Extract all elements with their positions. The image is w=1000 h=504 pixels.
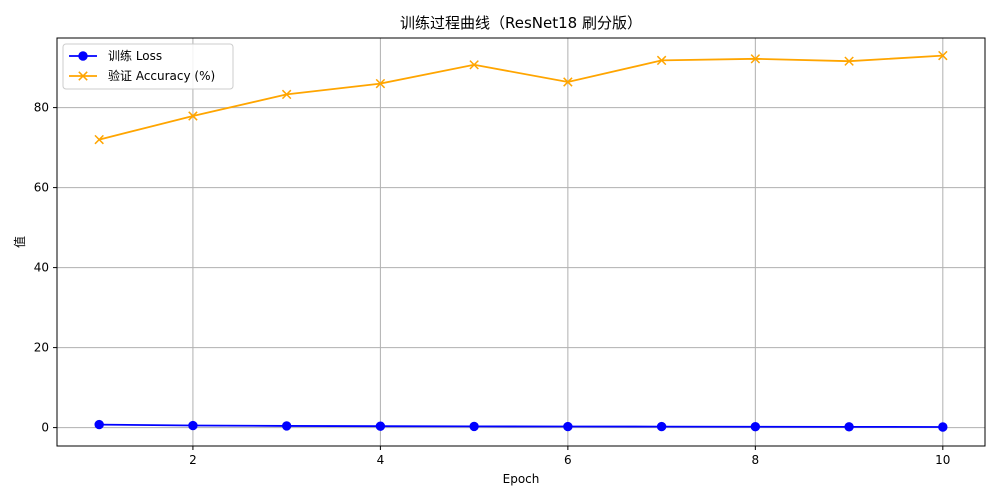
data-point-loss xyxy=(281,421,292,431)
chart-title: 训练过程曲线（ResNet18 刷分版） xyxy=(400,14,642,32)
data-point-accuracy xyxy=(938,50,948,61)
x-tick-label: 4 xyxy=(377,453,385,467)
y-tick-label: 0 xyxy=(41,421,49,435)
data-point-loss xyxy=(750,422,761,432)
data-point-loss xyxy=(938,422,948,432)
data-point-loss xyxy=(469,421,479,432)
grid xyxy=(57,38,985,446)
data-point-accuracy xyxy=(375,78,386,89)
data-point-loss xyxy=(188,420,198,431)
series-layer xyxy=(94,50,948,432)
plot-frame xyxy=(56,37,986,447)
data-point-loss xyxy=(844,422,854,432)
y-tick-label: 20 xyxy=(34,341,49,355)
data-point-accuracy xyxy=(281,89,292,100)
series-line-loss xyxy=(99,423,943,428)
x-axis-label: Epoch xyxy=(503,472,540,486)
x-tick-label: 8 xyxy=(752,453,760,467)
series-accuracy xyxy=(94,50,948,145)
y-axis-label: 值 xyxy=(12,236,27,248)
legend-marker-loss xyxy=(78,51,88,61)
data-point-accuracy xyxy=(188,111,198,121)
x-tick-label: 6 xyxy=(564,453,572,467)
data-point-accuracy xyxy=(656,55,667,66)
data-point-accuracy xyxy=(94,134,104,145)
data-point-loss xyxy=(94,419,104,430)
y-tick-label: 80 xyxy=(34,101,49,115)
data-point-accuracy xyxy=(844,56,854,66)
series-line-accuracy xyxy=(98,54,943,141)
x-tick-label: 2 xyxy=(189,453,197,467)
data-point-accuracy xyxy=(750,54,761,64)
data-point-loss xyxy=(656,421,667,432)
legend-label-accuracy: 验证 Accuracy (%) xyxy=(108,68,215,83)
legend-label-loss: 训练 Loss xyxy=(108,48,162,63)
data-point-accuracy xyxy=(563,77,573,87)
axis-ticks: 2 4 6 8 10 0 20 40 60 80 xyxy=(34,101,951,467)
data-point-loss xyxy=(563,421,573,432)
series-loss xyxy=(94,419,948,432)
data-point-accuracy xyxy=(469,60,479,70)
legend-box xyxy=(62,43,234,90)
y-tick-label: 60 xyxy=(34,181,49,195)
y-tick-label: 40 xyxy=(34,261,49,275)
legend-marker-accuracy xyxy=(78,71,88,81)
legend: 训练 Loss 验证 Accuracy (%) xyxy=(62,43,234,90)
x-tick-label: 10 xyxy=(935,453,950,467)
data-point-loss xyxy=(375,421,386,431)
